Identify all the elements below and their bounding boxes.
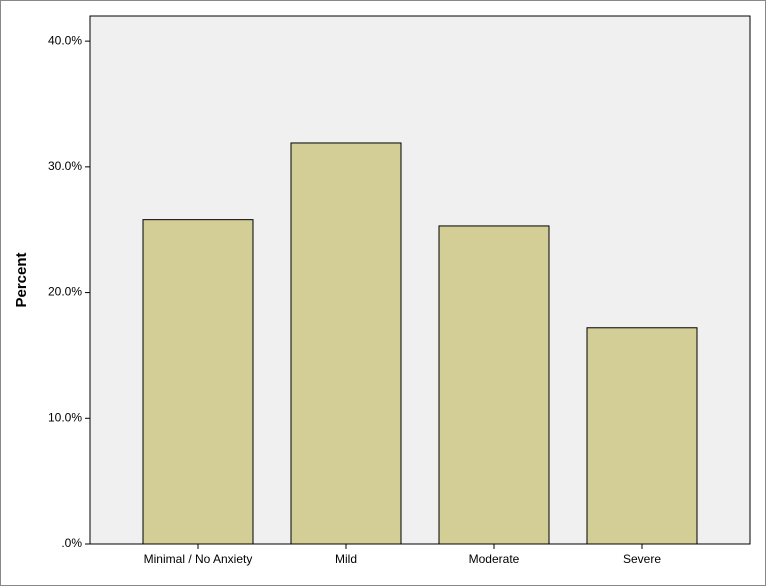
y-tick-label: 40.0%: [48, 33, 82, 47]
x-tick-label: Minimal / No Anxiety: [144, 552, 253, 566]
bar: [586, 327, 698, 545]
y-tick-label: 20.0%: [48, 285, 82, 299]
y-tick-label: .0%: [61, 536, 82, 550]
bar: [438, 225, 550, 545]
y-tick-label: 10.0%: [48, 410, 82, 424]
x-tick-label: Severe: [623, 552, 661, 566]
y-axis-label: Percent: [13, 252, 30, 307]
bar: [290, 142, 402, 545]
x-tick-label: Mild: [335, 552, 357, 566]
bar: [142, 219, 254, 545]
y-tick-label: 30.0%: [48, 159, 82, 173]
x-tick-label: Moderate: [469, 552, 520, 566]
